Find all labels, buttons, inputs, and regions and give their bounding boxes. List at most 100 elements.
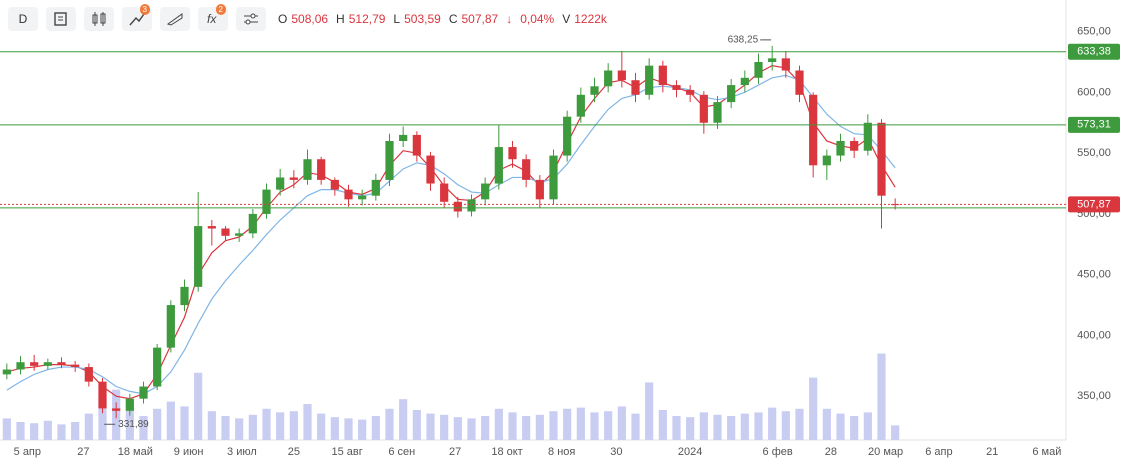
- volume-bar: [508, 412, 517, 440]
- volume-bar: [768, 407, 777, 440]
- chart-type-button[interactable]: [84, 7, 114, 31]
- volume-bar: [522, 416, 531, 440]
- x-tick-label: 18 май: [118, 446, 153, 458]
- candle-body: [631, 80, 640, 95]
- candle-body: [385, 140, 394, 180]
- volume-bar: [740, 413, 749, 440]
- volume-bar: [481, 416, 490, 440]
- volume-bar: [590, 412, 599, 440]
- settings-button[interactable]: [236, 7, 266, 31]
- y-tick-label: 350,00: [1077, 390, 1111, 402]
- candle-body: [57, 362, 66, 365]
- candle-body: [535, 179, 544, 200]
- price-level-label: 633,38: [1077, 46, 1111, 58]
- volume-bar: [43, 420, 52, 440]
- x-tick-label: 8 ноя: [548, 446, 575, 458]
- x-tick-label: 3 июл: [227, 446, 257, 458]
- candle-body: [43, 362, 52, 366]
- indicators-button[interactable]: [46, 7, 76, 31]
- quote-value: 508,06: [291, 12, 329, 26]
- badge: 3: [139, 4, 150, 15]
- x-tick-label: 6 фев: [763, 446, 793, 458]
- volume-bar: [153, 408, 162, 440]
- candle-body: [549, 155, 558, 200]
- volume-bar: [795, 408, 804, 440]
- candle-body: [754, 61, 763, 78]
- candle-body: [412, 134, 421, 156]
- candle-body: [795, 70, 804, 95]
- volume-bar: [809, 377, 818, 440]
- x-tick-label: 25: [288, 446, 300, 458]
- y-tick-label: 600,00: [1077, 86, 1111, 98]
- volume-bar: [877, 353, 886, 440]
- volume-bar: [399, 399, 408, 440]
- candle-body: [891, 204, 900, 206]
- price-level-label: 507,87: [1077, 198, 1111, 210]
- volume-bar: [453, 417, 462, 440]
- volume-bar: [781, 411, 790, 440]
- drawings-button[interactable]: 3: [122, 4, 152, 31]
- volume-bar: [494, 408, 503, 440]
- x-tick-label: 20 мар: [868, 446, 903, 458]
- candle-body: [207, 226, 216, 229]
- candle-body: [84, 367, 93, 382]
- x-tick-label: 30: [610, 446, 622, 458]
- candle-body: [2, 369, 11, 375]
- price-level-tag: [1068, 116, 1120, 133]
- candle-body: [672, 85, 681, 90]
- volume-bar: [166, 401, 175, 440]
- volume-bar: [371, 416, 380, 440]
- candle-body: [16, 362, 25, 370]
- candle-body: [98, 381, 107, 409]
- volume-bar: [330, 417, 339, 440]
- volume-bar: [194, 372, 203, 440]
- volume-bar: [303, 404, 312, 440]
- price-level-label: 573,31: [1077, 119, 1111, 131]
- volume-bar: [221, 416, 230, 440]
- x-tick-label: 6 май: [1032, 446, 1061, 458]
- candle-body: [399, 134, 408, 141]
- y-tick-label: 450,00: [1077, 269, 1111, 281]
- moving-average: [6, 74, 896, 395]
- volume: 1222k: [574, 12, 607, 26]
- volume-bar: [276, 412, 285, 440]
- candle-body: [426, 155, 435, 184]
- y-tick-label: 650,00: [1077, 26, 1111, 38]
- volume-bar: [549, 411, 558, 440]
- volume-bar: [30, 423, 39, 440]
- ruler-button[interactable]: [160, 7, 190, 31]
- formula-button[interactable]: fx 2: [198, 4, 228, 31]
- candle-body: [371, 179, 380, 196]
- candle-body: [440, 183, 449, 202]
- volume-bar: [16, 422, 25, 440]
- volume-bar: [467, 418, 476, 440]
- candle-body: [344, 189, 353, 200]
- candle-body: [494, 147, 503, 184]
- price-level-tag: [1068, 196, 1120, 213]
- volume-bar: [358, 419, 367, 440]
- candle-body: [481, 183, 490, 200]
- candle-body: [139, 386, 148, 399]
- volume-bar: [207, 411, 216, 440]
- moving-average: [6, 65, 896, 400]
- candle-body: [276, 177, 285, 190]
- x-tick-label: 27: [77, 446, 89, 458]
- candle-body: [822, 155, 831, 166]
- volume-bar: [631, 413, 640, 440]
- volume-bar: [576, 407, 585, 440]
- volume-bar: [645, 382, 654, 440]
- candle-body: [221, 228, 230, 236]
- volume-bar: [535, 414, 544, 440]
- quote-key: C: [448, 12, 458, 26]
- interval-button[interactable]: D: [8, 7, 38, 31]
- candle-body: [686, 89, 695, 95]
- annotation-label: 638,25: [728, 35, 759, 46]
- volume-bar: [426, 413, 435, 440]
- volume-bar: [699, 412, 708, 440]
- candle-body: [303, 159, 312, 180]
- volume-bar: [385, 408, 394, 440]
- x-tick-label: 18 окт: [491, 446, 522, 458]
- volume-bar: [863, 412, 872, 440]
